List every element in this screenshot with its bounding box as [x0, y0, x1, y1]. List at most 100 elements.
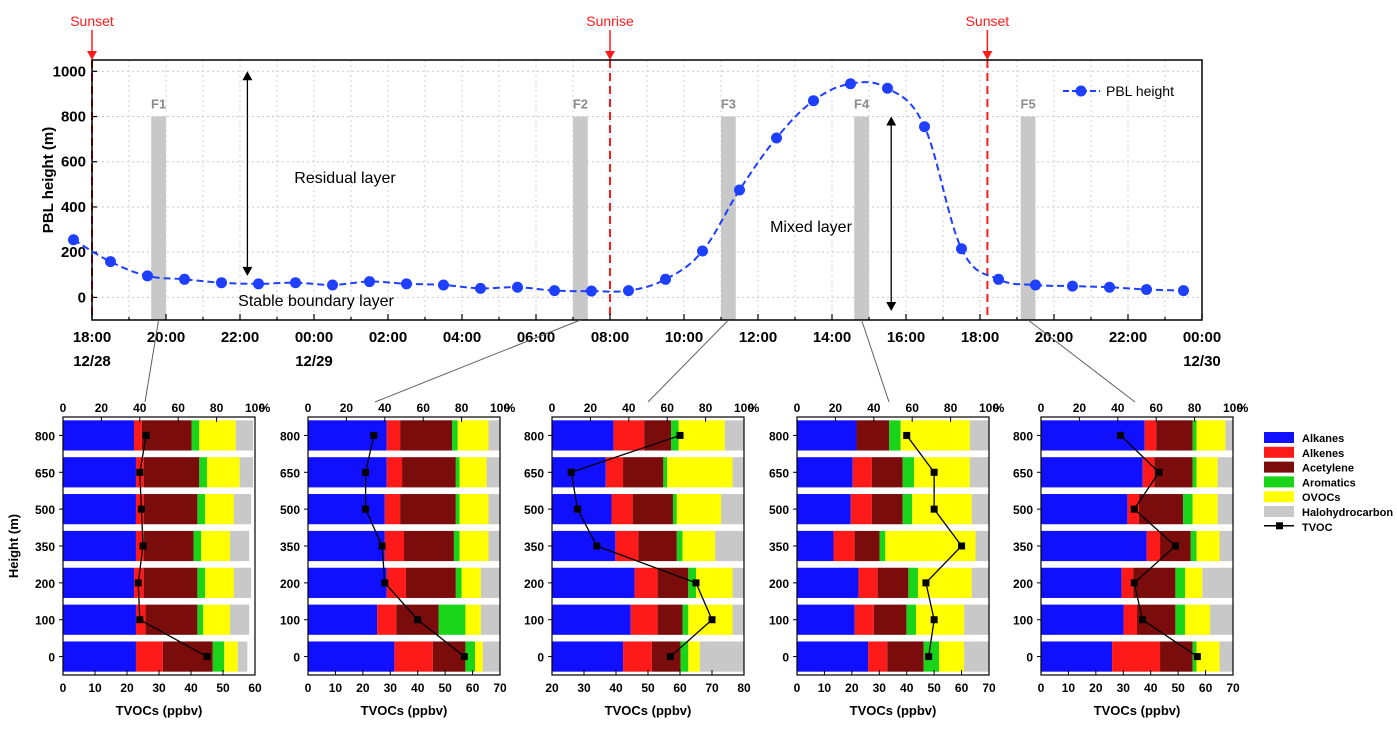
bar-segment-halohydrocarbon	[488, 530, 500, 562]
bar-segment-alkanes	[63, 494, 136, 525]
legend-label-acetylene: Acetylene	[1302, 463, 1354, 475]
height-tick-label: 100	[35, 614, 55, 628]
bar-segment-aromatics	[438, 604, 466, 635]
conc-tick-label: 30	[873, 681, 887, 695]
height-tick-label: 350	[524, 540, 544, 554]
pct-tick-label: 80	[210, 401, 224, 415]
conc-tick-label: 40	[411, 681, 425, 695]
bar-segment-aromatics	[680, 641, 689, 672]
flight-connector	[1027, 319, 1136, 403]
bar-segment-aromatics	[452, 420, 458, 451]
tvoc-point	[1130, 579, 1138, 587]
bar-segment-alkanes	[63, 641, 136, 672]
legend-swatch-halohydrocarbon	[1264, 506, 1294, 517]
bar-segment-aromatics	[193, 530, 202, 562]
height-tick-label: 100	[1013, 614, 1033, 628]
legend-swatch-aromatics	[1264, 476, 1294, 488]
bar-segment-halohydrocarbon	[488, 420, 500, 451]
pbl-point	[512, 281, 523, 293]
pct-tick-label: 0	[549, 401, 556, 415]
annotation-residual-layer: Residual layer	[294, 170, 396, 187]
bar-segment-halohydrocarbon	[971, 494, 989, 525]
tvoc-point	[378, 542, 386, 550]
pct-tick-label: 60	[417, 401, 431, 415]
tvoc-point	[1171, 542, 1179, 550]
legend-pbl-marker	[1075, 85, 1087, 97]
pct-tick-label: 60	[1150, 401, 1164, 415]
bar-segment-ovocs	[475, 641, 483, 672]
pct-tick-label: 80	[455, 401, 469, 415]
bar-segment-alkanes	[1041, 604, 1124, 635]
tvoc-point	[362, 468, 370, 476]
pct-tick-label: 40	[378, 401, 392, 415]
bar-segment-ovocs	[205, 567, 234, 598]
flight-label: F1	[151, 97, 166, 112]
pbl-point	[882, 82, 893, 94]
bar-segment-aromatics	[1175, 604, 1185, 635]
bar-segment-aromatics	[1192, 457, 1197, 488]
pbl-point	[216, 277, 227, 289]
bar-segment-acetylene	[404, 530, 454, 562]
height-tick-label: 0	[537, 651, 544, 665]
bar-segment-aromatics	[197, 494, 206, 525]
bar-segment-halohydrocarbon	[482, 641, 500, 672]
conc-tick-label: 20	[120, 681, 134, 695]
bar-segment-halohydrocarbon	[732, 457, 744, 488]
bar-segment-alkanes	[1041, 457, 1143, 488]
tvoc-point	[692, 579, 700, 587]
bar-segment-acetylene	[651, 641, 681, 672]
bar-segment-alkenes	[386, 420, 401, 451]
bar-segment-alkenes	[1121, 567, 1134, 598]
pct-tick-label: 40	[133, 401, 147, 415]
pct-tick-label: 100	[979, 401, 999, 415]
tvoc-point	[414, 616, 422, 624]
pct-tick-label: 80	[699, 401, 713, 415]
pbl-point	[956, 243, 967, 255]
bar-segment-acetylene	[1156, 420, 1193, 451]
bar-segment-acetylene	[871, 494, 903, 525]
x-axis-label: TVOCs (ppbv)	[1094, 703, 1181, 718]
x-tick-label: 20:00	[147, 329, 185, 346]
pct-tick-label: 100	[734, 401, 754, 415]
bar-segment-acetylene	[632, 494, 673, 525]
bar-segment-acetylene	[856, 420, 890, 451]
flight-band	[573, 116, 588, 321]
conc-tick-label: 60	[466, 681, 480, 695]
tvoc-point	[136, 468, 144, 476]
conc-tick-label: 20	[545, 681, 559, 695]
pbl-point	[697, 245, 708, 257]
legend-label-ovocs: OVOCs	[1302, 492, 1341, 504]
pct-unit-label: %	[505, 401, 516, 415]
bar-segment-halohydrocarbon	[715, 530, 744, 562]
pbl-point	[586, 285, 597, 297]
height-tick-label: 650	[280, 466, 300, 480]
tvoc-point	[930, 468, 938, 476]
bar-segment-ovocs	[465, 604, 481, 635]
bar-segment-aromatics	[1183, 494, 1193, 525]
pbl-point	[105, 256, 116, 268]
bar-segment-ovocs	[900, 420, 970, 451]
bar-segment-alkenes	[630, 604, 658, 635]
bar-segment-alkanes	[552, 641, 624, 672]
bar-segment-aromatics	[1175, 567, 1185, 598]
pct-tick-label: 40	[622, 401, 636, 415]
bar-segment-ovocs	[207, 457, 240, 488]
x-tick-date: 12/29	[295, 353, 333, 370]
tvoc-point	[574, 505, 582, 513]
tvoc-point	[137, 505, 145, 513]
flight-label: F2	[573, 97, 588, 112]
height-tick-label: 100	[280, 614, 300, 628]
bar-segment-acetylene	[400, 494, 456, 525]
bar-segment-halohydrocarbon	[975, 530, 989, 562]
bar-segment-alkanes	[797, 494, 851, 525]
bar-segment-acetylene	[638, 530, 677, 562]
legend-swatch-alkenes	[1264, 446, 1294, 458]
legend-tvoc-marker	[1276, 522, 1283, 530]
bar-segment-halohydrocarbon	[480, 604, 500, 635]
tvoc-point	[903, 431, 911, 439]
flight-label: F5	[1021, 97, 1036, 112]
residual-arrow-head-top	[242, 71, 253, 81]
bar-segment-aromatics	[191, 420, 200, 451]
tvoc-point	[958, 542, 966, 550]
x-tick-label: 22:00	[1109, 329, 1147, 346]
